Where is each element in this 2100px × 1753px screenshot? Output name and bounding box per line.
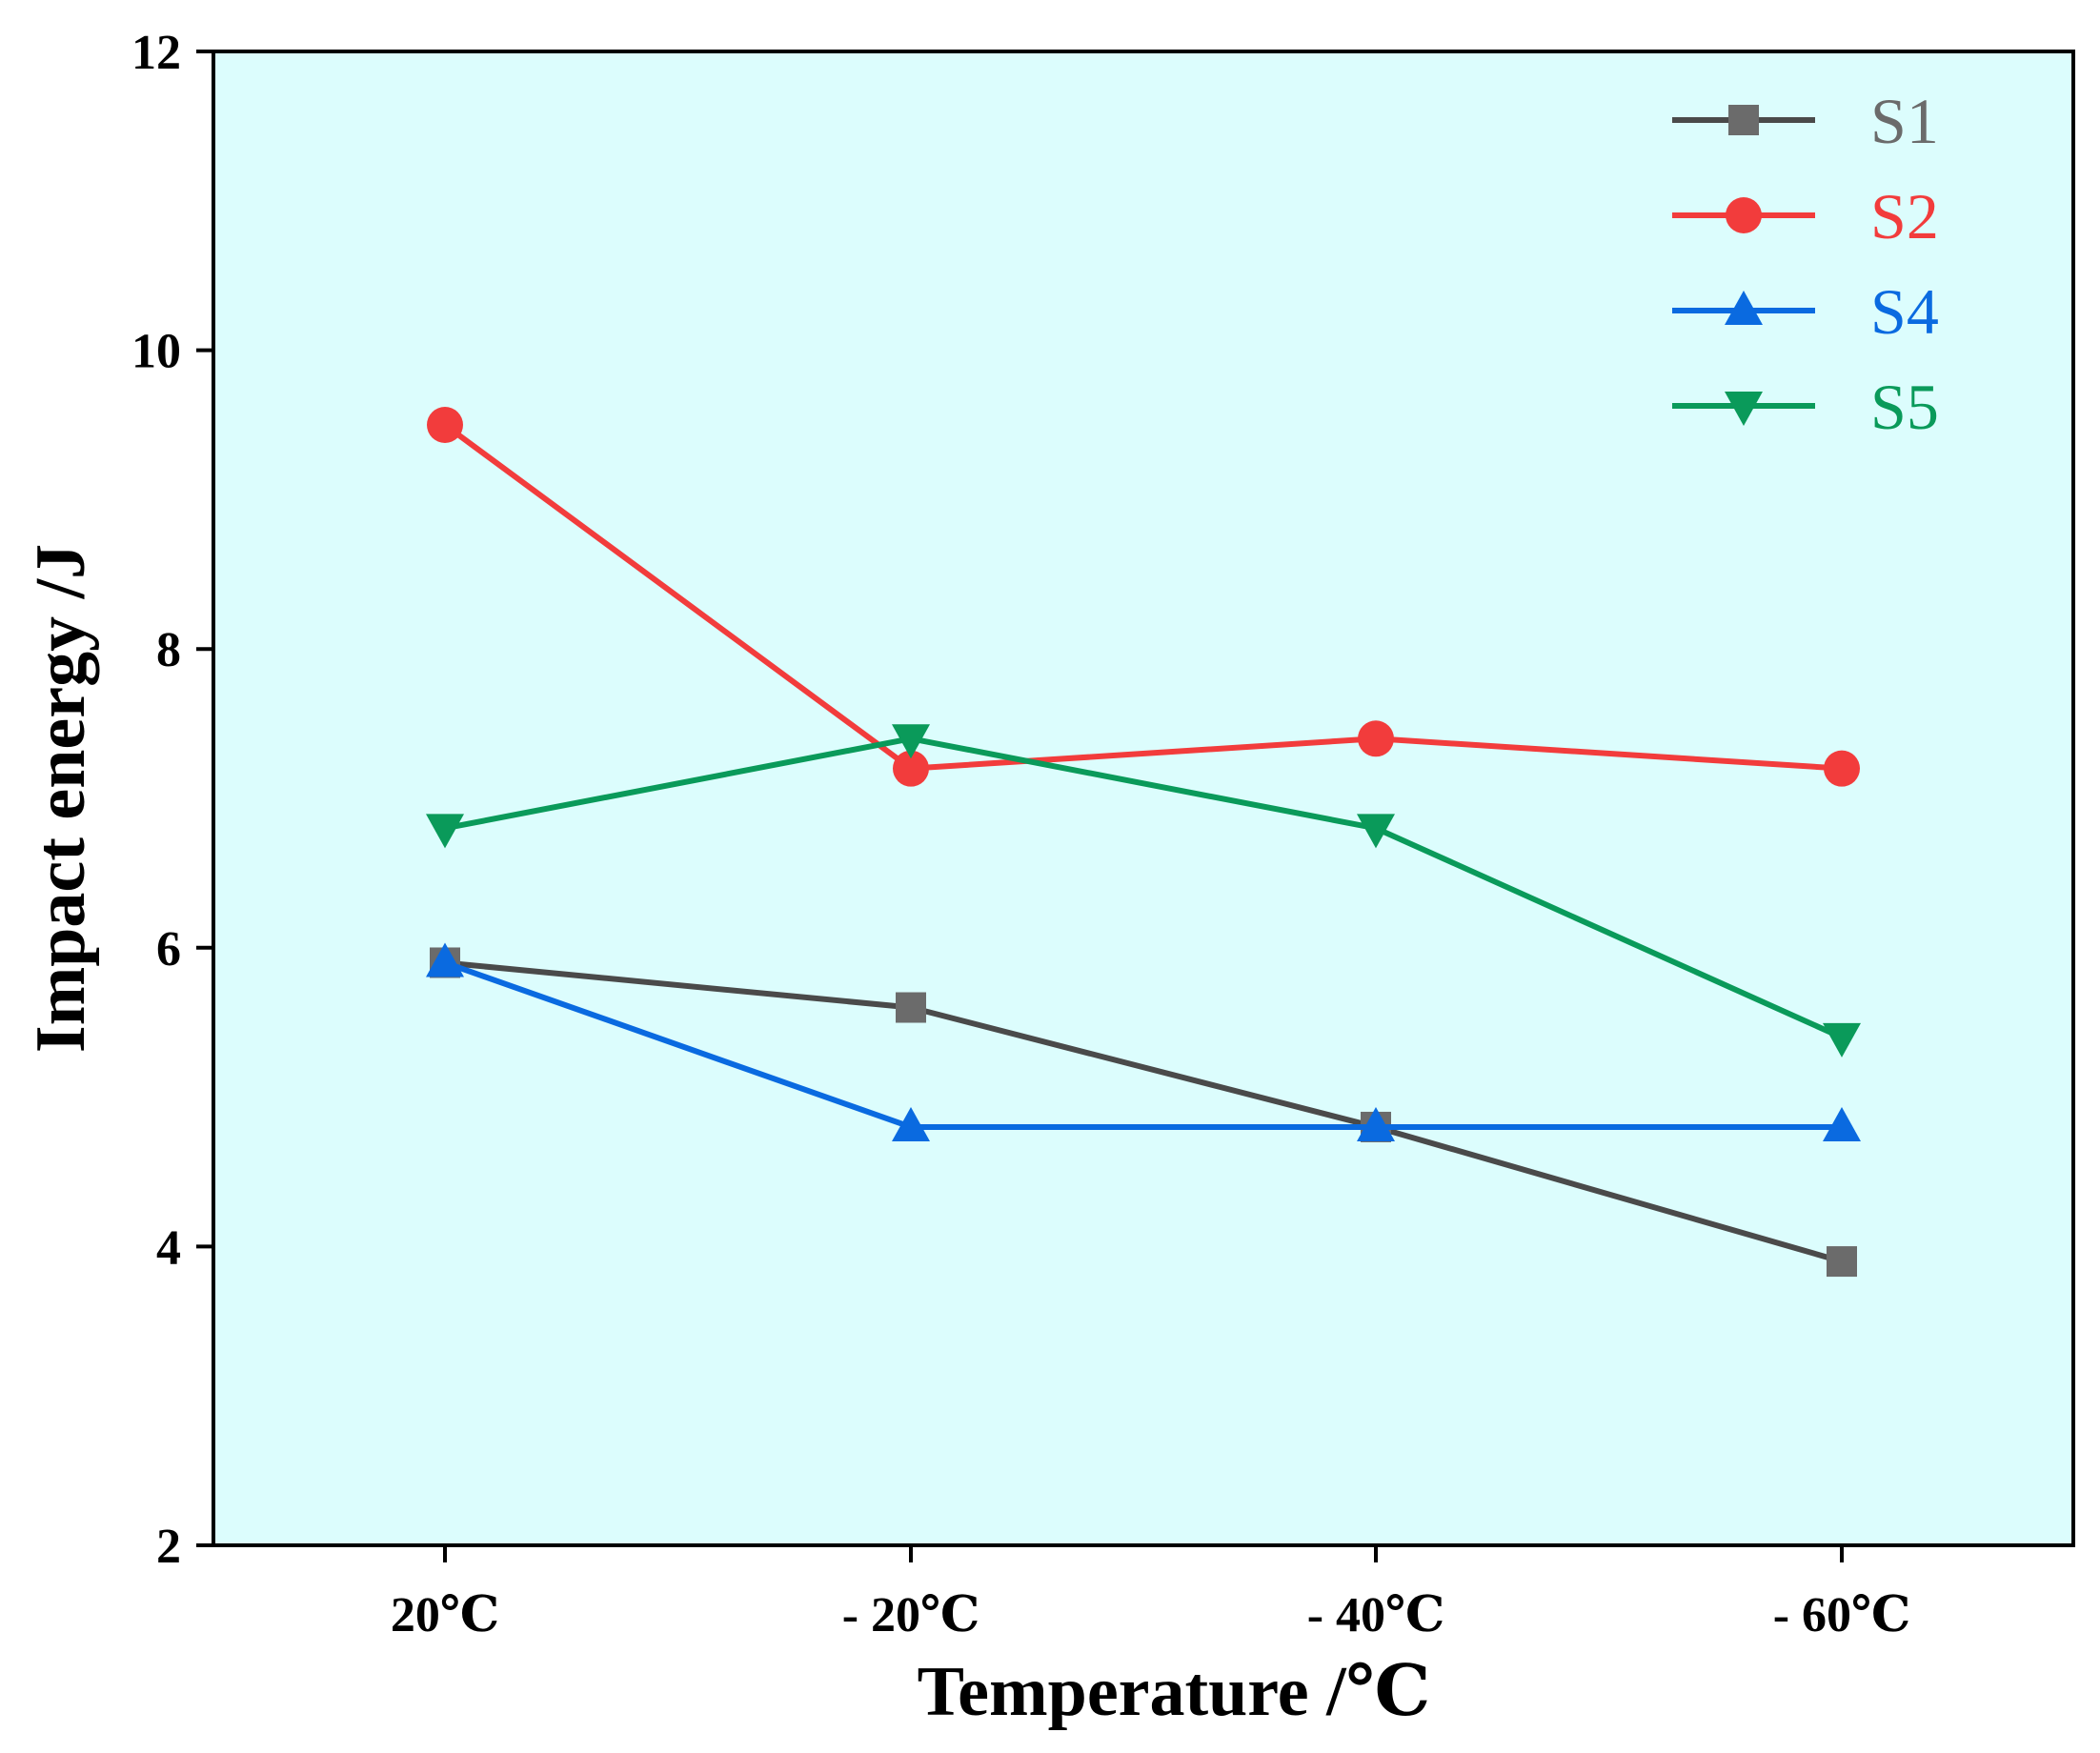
data-point-s5 — [1357, 814, 1395, 849]
data-point-s2 — [1824, 750, 1860, 787]
legend-marker — [1726, 197, 1762, 233]
data-point-s2 — [427, 407, 463, 443]
series-line-s5 — [444, 735, 1844, 1040]
data-point-s5 — [1823, 1022, 1861, 1058]
legend-item-s4: S4 — [1672, 275, 1939, 348]
y-tick-label: 4 — [156, 1220, 181, 1275]
data-point-s5 — [426, 814, 464, 849]
plot-frame — [212, 50, 2075, 1547]
legend-marker — [1725, 291, 1763, 325]
legend-marker — [1728, 105, 1759, 135]
legend: S1 S2 S4 S5 — [1672, 85, 1939, 443]
legend-label: S2 — [1870, 180, 1939, 252]
data-point-s4 — [892, 1106, 930, 1141]
x-tick-label: - 20℃ — [842, 1588, 980, 1642]
legend-label: S4 — [1870, 275, 1939, 348]
x-tick-label: 20℃ — [391, 1588, 499, 1642]
series-s1 — [430, 947, 1857, 1278]
series-s2 — [427, 407, 1860, 787]
y-tick-label: 12 — [131, 26, 181, 80]
data-point-s4 — [1823, 1106, 1861, 1141]
y-tick-label: 6 — [156, 922, 181, 977]
legend-item-s2: S2 — [1672, 180, 1939, 252]
legend-marker — [1725, 392, 1763, 426]
legend-item-s1: S1 — [1672, 85, 1939, 157]
series-line-s1 — [444, 959, 1843, 1264]
plot-background — [213, 51, 2073, 1545]
series-line-s2 — [443, 422, 1843, 772]
y-axis-title: Impact energy /J — [22, 544, 100, 1053]
legend-item-s5: S5 — [1672, 371, 1939, 443]
series-line-s4 — [444, 959, 1842, 1130]
data-point-s2 — [1358, 720, 1394, 757]
x-tick-label: - 60℃ — [1773, 1588, 1911, 1642]
series-s4 — [426, 942, 1861, 1141]
y-tick-label: 10 — [131, 325, 181, 379]
legend-label: S1 — [1870, 85, 1939, 157]
data-point-s1 — [896, 992, 926, 1023]
data-point-s4 — [426, 942, 464, 977]
x-axis-title: Temperature /℃ — [918, 1653, 1431, 1731]
y-tick-label: 8 — [156, 623, 181, 677]
y-tick-label: 2 — [156, 1520, 181, 1574]
data-point-s4 — [1357, 1106, 1395, 1141]
data-point-s2 — [893, 750, 929, 787]
legend-label: S5 — [1870, 371, 1939, 443]
series-s5 — [426, 724, 1861, 1058]
data-point-s5 — [892, 724, 930, 759]
x-tick-label: - 40℃ — [1307, 1588, 1445, 1642]
data-point-s1 — [1827, 1246, 1857, 1278]
